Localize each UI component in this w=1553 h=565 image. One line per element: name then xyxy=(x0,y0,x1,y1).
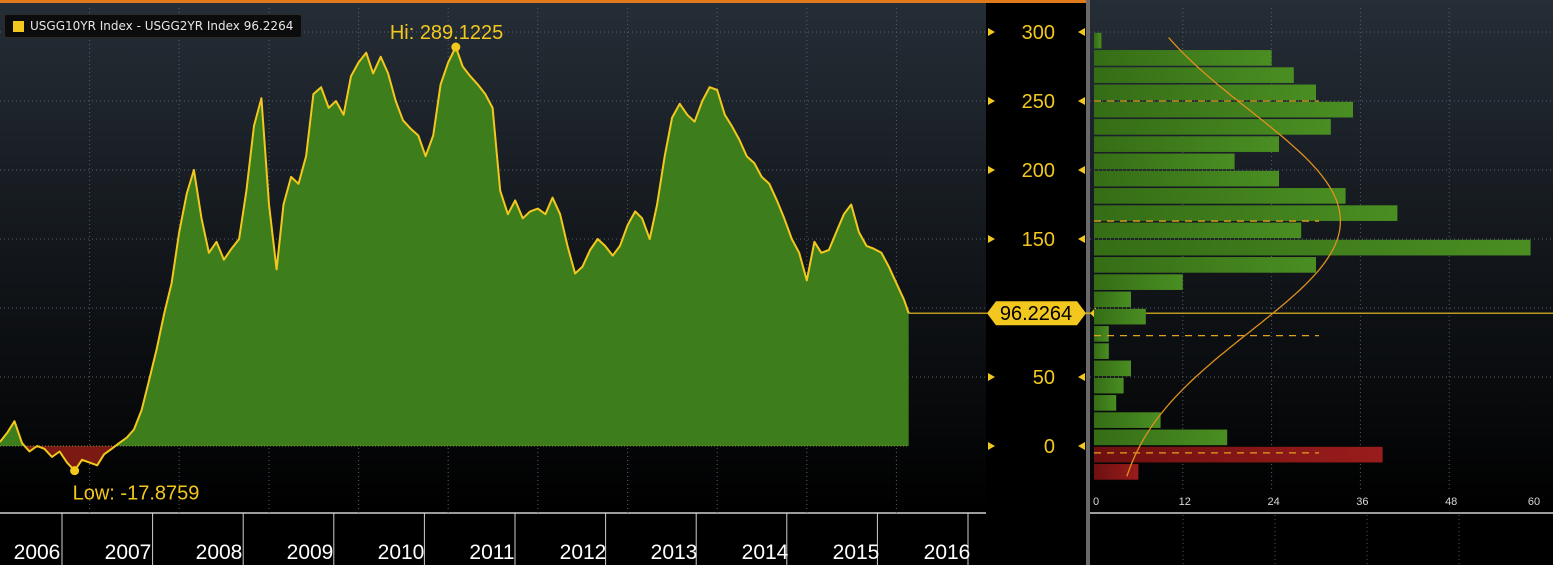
hist-x-tick-label: 24 xyxy=(1267,496,1279,508)
hist-bar xyxy=(1094,429,1228,446)
hist-bar xyxy=(1094,188,1346,204)
histogram-x-axis: 0 12 24 36 48 60 xyxy=(1090,496,1553,565)
x-tick-label: 2008 xyxy=(196,541,243,564)
legend-swatch xyxy=(13,20,24,32)
hist-bar xyxy=(1094,222,1302,239)
area-negative xyxy=(0,446,909,471)
low-point-marker xyxy=(70,466,80,476)
y-tick-label: 300 xyxy=(1022,22,1055,44)
normal-curve xyxy=(1126,37,1342,477)
y-tick-label: 250 xyxy=(1022,91,1055,113)
hist-bar xyxy=(1094,464,1139,480)
x-tick-label: 2011 xyxy=(469,541,514,564)
histogram-normal-curve xyxy=(1126,37,1342,477)
y-tick-marker xyxy=(988,166,995,174)
x-tick-label: 2009 xyxy=(287,541,334,564)
hist-x-tick-label: 0 xyxy=(1093,496,1099,508)
hist-bar xyxy=(1094,377,1124,394)
low-label: Low: -17.8759 xyxy=(73,483,200,505)
x-tick-label: 2012 xyxy=(560,541,607,564)
hist-bar xyxy=(1094,32,1102,49)
hist-bar xyxy=(1094,308,1146,325)
hist-bar xyxy=(1094,395,1117,411)
hist-bar xyxy=(1094,326,1109,342)
hist-x-tick-label: 12 xyxy=(1179,496,1191,508)
hist-x-tick-label: 36 xyxy=(1356,496,1368,508)
hist-bar xyxy=(1094,291,1131,308)
x-tick-label: 2016 xyxy=(924,541,971,564)
y-tick-marker xyxy=(988,28,995,36)
hist-bar xyxy=(1094,412,1161,428)
y-tick-marker-right xyxy=(1078,373,1085,381)
y-tick-marker xyxy=(988,442,995,450)
last-value-label: 96.2264 xyxy=(1000,303,1072,325)
hist-x-tick-label: 48 xyxy=(1445,496,1457,508)
x-tick-label: 2007 xyxy=(105,541,152,564)
hist-bar xyxy=(1094,50,1272,66)
hist-bar xyxy=(1094,119,1331,135)
hist-bar xyxy=(1094,360,1131,377)
y-tick-marker-right xyxy=(1078,166,1085,174)
area-positive xyxy=(0,47,909,446)
x-tick-label: 2015 xyxy=(833,541,880,564)
divider-bar xyxy=(1086,0,1090,565)
hist-bar xyxy=(1094,84,1316,101)
y-tick-marker-right xyxy=(1078,97,1085,105)
hist-bar xyxy=(1094,205,1398,221)
histogram-bars xyxy=(1094,32,1531,480)
y-tick-marker xyxy=(988,235,995,243)
x-tick-label: 2010 xyxy=(378,541,425,564)
y-tick-marker-right xyxy=(1078,442,1085,450)
hist-x-tick-label: 60 xyxy=(1528,496,1540,508)
y-axis: 0 50 150 200 250 300 xyxy=(988,22,1085,458)
annotations: Hi: 289.1225 Low: -17.8759 96.2264 xyxy=(70,22,1553,505)
hist-bar xyxy=(1094,153,1235,170)
histogram-dashed-levels xyxy=(1094,100,1319,454)
legend: USGG10YR Index - USGG2YR Index 96.2264 xyxy=(4,14,303,38)
y-tick-label: 200 xyxy=(1022,160,1055,182)
x-tick-label: 2006 xyxy=(14,541,61,564)
hist-bar xyxy=(1094,446,1383,463)
high-label: Hi: 289.1225 xyxy=(390,22,503,44)
y-tick-label: 0 xyxy=(1044,436,1055,458)
hist-bar xyxy=(1094,239,1531,256)
hist-bar xyxy=(1094,136,1279,152)
y-tick-marker-right xyxy=(1078,235,1085,243)
top-orange-strip xyxy=(0,0,1086,3)
hist-bar xyxy=(1094,67,1294,83)
high-point-marker xyxy=(451,42,461,52)
x-tick-label: 2013 xyxy=(651,541,698,564)
last-value-badge xyxy=(987,301,1086,326)
hist-bar xyxy=(1094,170,1279,187)
y-tick-label: 150 xyxy=(1022,229,1055,251)
y-tick-marker xyxy=(988,373,995,381)
hist-bar xyxy=(1094,257,1316,273)
hist-bar xyxy=(1094,101,1353,118)
x-tick-label: 2014 xyxy=(742,541,789,564)
y-tick-marker-right xyxy=(1078,28,1085,36)
y-tick-label: 50 xyxy=(1033,367,1055,389)
y-tick-marker xyxy=(988,97,995,105)
legend-label: USGG10YR Index - USGG2YR Index 96.2264 xyxy=(30,19,294,33)
hist-bar xyxy=(1094,274,1183,290)
hist-bar xyxy=(1094,343,1109,359)
x-axis: 2006 2007 2008 2009 2010 2011 2012 2013 2014 2015… xyxy=(14,513,971,565)
